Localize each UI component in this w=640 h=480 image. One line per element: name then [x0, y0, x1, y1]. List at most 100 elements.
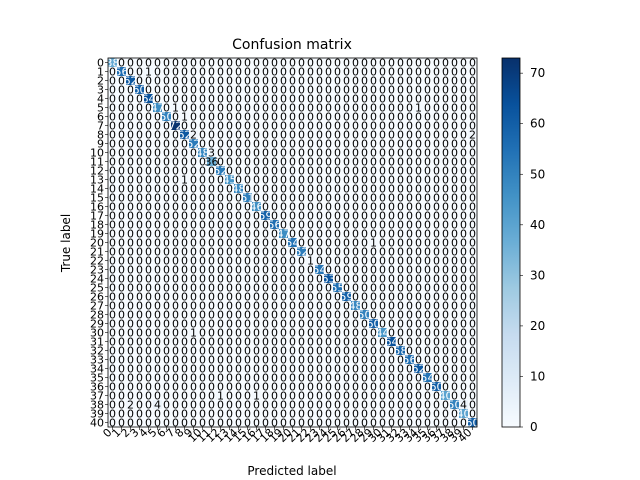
matrix-cell-value: 0	[370, 120, 377, 133]
matrix-cell-value: 0	[433, 273, 440, 286]
matrix-cell-value: 0	[460, 165, 467, 178]
matrix-cell-value: 0	[235, 210, 242, 223]
matrix-cell	[297, 283, 307, 293]
matrix-cell-value: 0	[424, 219, 431, 232]
matrix-cell-value: 0	[298, 237, 305, 250]
matrix-cell-value: 0	[163, 129, 170, 142]
matrix-cell	[270, 157, 280, 167]
matrix-cell	[261, 373, 271, 383]
matrix-cell-value: 0	[226, 327, 233, 340]
matrix-cell	[468, 409, 478, 419]
matrix-cell-value: 0	[109, 291, 116, 304]
matrix-cell-value: 0	[127, 282, 134, 295]
matrix-cell	[387, 148, 397, 158]
matrix-cell	[216, 58, 226, 68]
matrix-cell	[441, 373, 451, 383]
matrix-cell	[315, 247, 325, 257]
matrix-cell-value: 0	[442, 354, 449, 367]
matrix-cell	[288, 418, 298, 428]
matrix-cell-value: 0	[280, 57, 287, 70]
matrix-cell-value: 0	[370, 300, 377, 313]
matrix-cell	[405, 382, 415, 392]
matrix-cell-value: 0	[235, 93, 242, 106]
matrix-cell-value: 0	[226, 417, 233, 430]
matrix-cell-value: 0	[298, 147, 305, 160]
matrix-cell	[153, 373, 163, 383]
matrix-cell-value: 0	[343, 192, 350, 205]
matrix-cell	[153, 67, 163, 77]
matrix-cell	[297, 211, 307, 221]
matrix-cell	[207, 121, 217, 131]
matrix-cell-value: 0	[325, 408, 332, 421]
matrix-cell-value: 0	[451, 219, 458, 232]
matrix-cell-value: 0	[370, 363, 377, 376]
matrix-cell	[180, 328, 190, 338]
matrix-cell	[414, 112, 424, 122]
matrix-cell-value: 0	[280, 381, 287, 394]
matrix-cell	[108, 328, 118, 338]
matrix-cell-value: 0	[307, 84, 314, 97]
matrix-cell	[198, 238, 208, 248]
matrix-cell-value: 0	[424, 300, 431, 313]
matrix-cell	[297, 337, 307, 347]
matrix-cell	[171, 148, 181, 158]
matrix-cell	[216, 346, 226, 356]
matrix-cell	[252, 283, 262, 293]
matrix-cell	[324, 292, 334, 302]
matrix-cell-value: 0	[199, 264, 206, 277]
matrix-cell-value: 0	[460, 210, 467, 223]
matrix-cell	[162, 229, 172, 239]
matrix-cell	[108, 382, 118, 392]
matrix-cell	[189, 346, 199, 356]
matrix-cell	[324, 364, 334, 374]
matrix-cell-value: 0	[163, 255, 170, 268]
matrix-cell-value: 0	[388, 156, 395, 169]
matrix-cell-value: 0	[325, 417, 332, 430]
matrix-cell-value: 0	[352, 228, 359, 241]
matrix-cell-value: 0	[262, 147, 269, 160]
matrix-cell	[261, 211, 271, 221]
matrix-cell-value: 0	[154, 57, 161, 70]
matrix-cell	[351, 391, 361, 401]
matrix-cell-value: 0	[136, 255, 143, 268]
matrix-cell-value: 0	[136, 336, 143, 349]
matrix-cell	[450, 202, 460, 212]
matrix-cell	[279, 202, 289, 212]
matrix-cell-value: 0	[379, 156, 386, 169]
matrix-cell	[333, 112, 343, 122]
matrix-cell-value: 0	[397, 381, 404, 394]
matrix-cell-value: 0	[118, 111, 125, 124]
matrix-cell	[234, 328, 244, 338]
matrix-cell	[369, 238, 379, 248]
matrix-cell-value: 64	[385, 336, 399, 349]
matrix-cell-value: 0	[379, 183, 386, 196]
matrix-cell	[288, 157, 298, 167]
matrix-cell	[243, 238, 253, 248]
matrix-cell	[378, 85, 388, 95]
matrix-cell	[243, 265, 253, 275]
matrix-cell	[333, 103, 343, 113]
matrix-cell-value: 0	[334, 237, 341, 250]
matrix-cell-value: 0	[361, 228, 368, 241]
matrix-cell	[117, 355, 127, 365]
matrix-cell	[225, 283, 235, 293]
matrix-cell-value: 0	[379, 201, 386, 214]
matrix-cell-value: 48	[349, 300, 363, 313]
matrix-cell	[351, 301, 361, 311]
matrix-cell	[297, 355, 307, 365]
matrix-cell-value: 0	[235, 156, 242, 169]
matrix-cell-value: 0	[298, 273, 305, 286]
matrix-cell	[234, 364, 244, 374]
matrix-cell	[144, 400, 154, 410]
matrix-cell-value: 0	[433, 84, 440, 97]
matrix-cell	[288, 256, 298, 266]
matrix-cell-value: 0	[289, 156, 296, 169]
matrix-cell-value: 0	[370, 183, 377, 196]
matrix-cell-value: 0	[352, 210, 359, 223]
matrix-cell-value: 0	[172, 273, 179, 286]
matrix-cell-value: 0	[343, 219, 350, 232]
matrix-cell-value: 0	[253, 120, 260, 133]
matrix-cell	[297, 157, 307, 167]
matrix-cell-value: 0	[109, 372, 116, 385]
